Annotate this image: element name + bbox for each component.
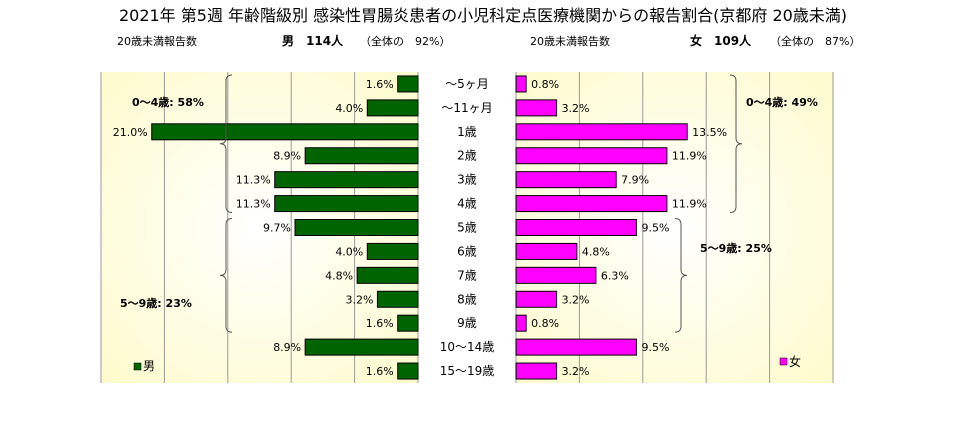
male-legend-label: 男 bbox=[143, 359, 155, 373]
female-header-count: 女 109人 bbox=[690, 33, 752, 48]
female-bar bbox=[515, 362, 558, 380]
female-legend-label: 女 bbox=[789, 354, 801, 369]
male-group-brace bbox=[219, 218, 233, 333]
female-value-label: 13.5% bbox=[692, 126, 727, 139]
male-value-label: 4.0% bbox=[335, 102, 363, 115]
category-label: ～5ヶ月 bbox=[445, 77, 489, 91]
male-value-label: 4.0% bbox=[335, 245, 363, 258]
male-bar bbox=[376, 290, 419, 308]
category-label: 3歳 bbox=[457, 173, 477, 187]
male-value-label: 3.2% bbox=[345, 293, 373, 306]
male-header-count: 男 114人 bbox=[282, 33, 344, 48]
male-bar bbox=[366, 242, 419, 260]
category-label: 2歳 bbox=[457, 149, 477, 163]
male-header-share: （全体の 92%） bbox=[360, 34, 450, 48]
male-value-label: 1.6% bbox=[366, 317, 394, 330]
female-group-brace bbox=[729, 74, 743, 214]
category-label: ～11ヶ月 bbox=[441, 101, 492, 115]
male-value-label: 9.7% bbox=[263, 222, 291, 235]
female-bar bbox=[515, 338, 637, 356]
female-value-label: 6.3% bbox=[601, 269, 629, 282]
male-value-label: 1.6% bbox=[366, 365, 394, 378]
category-label: 7歳 bbox=[457, 268, 477, 282]
male-group-label: 5～9歳: 23% bbox=[120, 296, 192, 310]
female-value-label: 3.2% bbox=[562, 365, 590, 378]
male-bar bbox=[304, 338, 419, 356]
category-label: 5歳 bbox=[457, 221, 477, 235]
female-bar bbox=[515, 195, 668, 213]
male-group-label: 0～4歳: 58% bbox=[132, 95, 204, 109]
female-bar bbox=[515, 123, 688, 141]
category-label: 9歳 bbox=[457, 316, 477, 330]
female-bar bbox=[515, 266, 597, 284]
category-label: 4歳 bbox=[457, 197, 477, 211]
male-bar bbox=[397, 362, 419, 380]
male-value-label: 11.3% bbox=[236, 198, 271, 211]
female-group-label: 5～9歳: 25% bbox=[700, 241, 772, 255]
female-bar bbox=[515, 147, 668, 165]
category-label: 6歳 bbox=[457, 244, 477, 258]
male-bar bbox=[294, 219, 419, 236]
male-value-label: 4.8% bbox=[325, 269, 353, 282]
female-bar bbox=[515, 219, 637, 236]
female-group-label: 0～4歳: 49% bbox=[746, 95, 818, 109]
female-value-label: 9.5% bbox=[641, 341, 669, 354]
male-bar bbox=[304, 147, 419, 165]
male-value-label: 8.9% bbox=[273, 341, 301, 354]
male-value-label: 1.6% bbox=[366, 78, 394, 91]
category-label: 8歳 bbox=[457, 292, 477, 306]
female-group-brace bbox=[674, 218, 688, 333]
female-value-label: 4.8% bbox=[582, 245, 610, 258]
female-value-label: 3.2% bbox=[562, 102, 590, 115]
female-bar bbox=[515, 75, 527, 93]
male-bar bbox=[366, 99, 419, 117]
male-value-label: 8.9% bbox=[273, 150, 301, 163]
female-value-label: 3.2% bbox=[562, 293, 590, 306]
category-label: 1歳 bbox=[457, 125, 477, 139]
female-bar bbox=[515, 314, 527, 332]
female-value-label: 11.9% bbox=[672, 198, 707, 211]
female-value-label: 11.9% bbox=[672, 150, 707, 163]
female-value-label: 9.5% bbox=[641, 222, 669, 235]
chart-title: 2021年 第5週 年齢階級別 感染性胃腸炎患者の小児科定点医療機関からの報告割… bbox=[119, 6, 847, 25]
male-header-label: 20歳未満報告数 bbox=[117, 35, 197, 48]
male-value-label: 21.0% bbox=[113, 126, 148, 139]
male-value-label: 11.3% bbox=[236, 174, 271, 187]
male-bar bbox=[274, 171, 419, 189]
female-value-label: 0.8% bbox=[531, 317, 559, 330]
category-label: 10～14歳 bbox=[440, 340, 495, 354]
male-bar bbox=[274, 195, 419, 213]
male-bar bbox=[397, 314, 419, 332]
male-group-brace bbox=[219, 74, 233, 214]
female-bar bbox=[515, 99, 558, 117]
female-legend-swatch bbox=[779, 357, 788, 366]
female-value-label: 0.8% bbox=[531, 78, 559, 91]
female-header-share: （全体の 87%） bbox=[770, 34, 860, 48]
female-bar bbox=[515, 290, 558, 308]
female-header-label: 20歳未満報告数 bbox=[530, 35, 610, 48]
male-legend-swatch bbox=[133, 362, 142, 371]
male-bar bbox=[397, 75, 419, 93]
female-bar bbox=[515, 242, 578, 260]
category-label: 15～19歳 bbox=[440, 364, 495, 378]
female-bar bbox=[515, 171, 617, 189]
male-bar bbox=[151, 123, 419, 141]
male-bar bbox=[356, 266, 419, 284]
female-value-label: 7.9% bbox=[621, 174, 649, 187]
